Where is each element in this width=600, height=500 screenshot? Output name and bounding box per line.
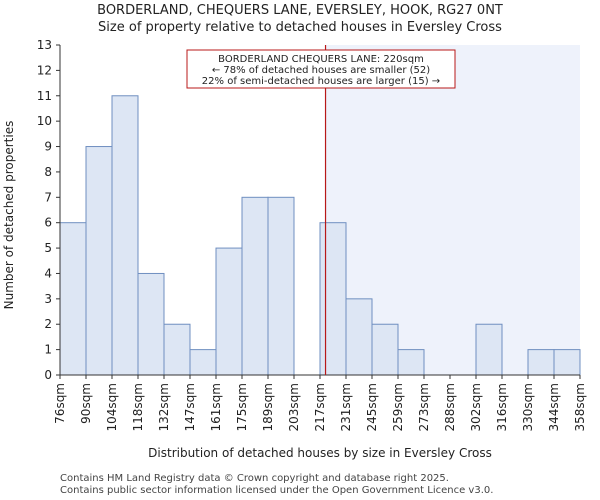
- histogram-bar: [553, 349, 581, 376]
- y-tick-label: 3: [44, 292, 52, 306]
- x-tick-label: 104sqm: [105, 383, 119, 431]
- y-axis-label: Number of detached properties: [2, 121, 16, 310]
- histogram-bar: [163, 323, 191, 376]
- x-axis-label: Distribution of detached houses by size …: [148, 446, 492, 460]
- x-tick-label: 344sqm: [547, 383, 561, 431]
- y-tick-label: 1: [44, 343, 52, 357]
- x-tick-label: 147sqm: [183, 383, 197, 431]
- x-tick-label: 161sqm: [209, 383, 223, 431]
- histogram-bar: [137, 272, 165, 376]
- annotation-line-2: ← 78% of detached houses are smaller (52…: [212, 65, 430, 76]
- chart-subtitle: Size of property relative to detached ho…: [98, 20, 502, 35]
- footer-copyright: Contains HM Land Registry data © Crown c…: [60, 473, 449, 484]
- annotation-line-1: BORDERLAND CHEQUERS LANE: 220sqm: [218, 54, 424, 65]
- y-tick-label: 7: [44, 190, 52, 204]
- x-tick-label: 203sqm: [287, 383, 301, 431]
- y-tick-label: 13: [37, 38, 52, 52]
- x-tick-label: 273sqm: [417, 383, 431, 431]
- y-tick-label: 0: [44, 368, 52, 382]
- x-tick-label: 245sqm: [365, 383, 379, 431]
- histogram-bar: [59, 222, 87, 376]
- histogram-bar: [345, 298, 373, 376]
- x-tick-label: 90sqm: [79, 383, 93, 424]
- footer-licence: Contains public sector information licen…: [60, 485, 494, 496]
- y-tick-label: 6: [44, 216, 52, 230]
- x-tick-label: 76sqm: [53, 383, 67, 424]
- histogram-bar: [475, 323, 503, 376]
- histogram-bar: [111, 95, 139, 376]
- histogram-bar: [241, 196, 269, 376]
- y-tick-label: 9: [44, 140, 52, 154]
- y-tick-label: 8: [44, 165, 52, 179]
- histogram-bar: [397, 349, 425, 376]
- x-tick-label: 316sqm: [495, 383, 509, 431]
- y-tick-label: 2: [44, 317, 52, 331]
- y-tick-label: 11: [37, 89, 52, 103]
- chart-title: BORDERLAND, CHEQUERS LANE, EVERSLEY, HOO…: [97, 3, 503, 18]
- x-tick-label: 175sqm: [235, 383, 249, 431]
- histogram-bar: [267, 196, 295, 376]
- histogram-bar: [371, 323, 399, 376]
- x-tick-label: 118sqm: [131, 383, 145, 431]
- y-tick-label: 12: [37, 63, 52, 77]
- histogram-bar: [215, 247, 243, 376]
- x-tick-label: 302sqm: [469, 383, 483, 431]
- x-tick-label: 189sqm: [261, 383, 275, 431]
- x-tick-label: 217sqm: [313, 383, 327, 431]
- histogram-bar: [319, 222, 347, 376]
- annotation-line-3: 22% of semi-detached houses are larger (…: [202, 76, 440, 87]
- x-tick-label: 231sqm: [339, 383, 353, 431]
- x-tick-label: 358sqm: [573, 383, 587, 431]
- x-tick-label: 132sqm: [157, 383, 171, 431]
- histogram-bar: [527, 349, 555, 376]
- annotation-box: [186, 49, 456, 89]
- x-tick-label: 259sqm: [391, 383, 405, 431]
- histogram-bar: [85, 146, 113, 376]
- x-tick-label: 288sqm: [443, 383, 457, 431]
- y-tick-label: 10: [37, 114, 52, 128]
- x-tick-label: 330sqm: [521, 383, 535, 431]
- histogram-bar: [189, 349, 217, 376]
- y-tick-label: 5: [44, 241, 52, 255]
- y-tick-label: 4: [44, 266, 52, 280]
